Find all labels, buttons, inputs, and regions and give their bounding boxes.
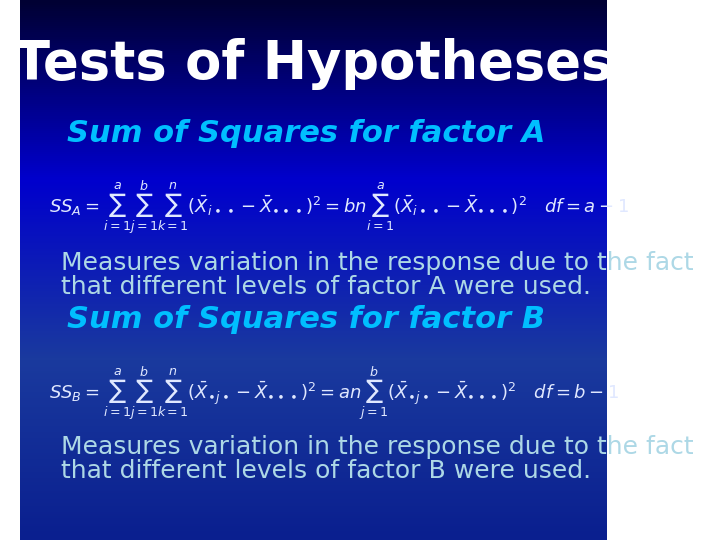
Text: that different levels of factor B were used.: that different levels of factor B were u… xyxy=(61,459,591,483)
Text: Sum of Squares for factor A: Sum of Squares for factor A xyxy=(67,119,546,148)
Text: that different levels of factor A were used.: that different levels of factor A were u… xyxy=(61,275,591,299)
Text: Tests of Hypotheses: Tests of Hypotheses xyxy=(14,38,613,90)
Text: Sum of Squares for factor B: Sum of Squares for factor B xyxy=(67,305,545,334)
Text: Measures variation in the response due to the fact: Measures variation in the response due t… xyxy=(61,435,694,458)
Text: Measures variation in the response due to the fact: Measures variation in the response due t… xyxy=(61,251,694,275)
Text: $SS_B = \sum_{i=1}^{a}\sum_{j=1}^{b}\sum_{k=1}^{n}(\bar{X}_{\bullet j\bullet} - : $SS_B = \sum_{i=1}^{a}\sum_{j=1}^{b}\sum… xyxy=(50,364,619,422)
Text: $SS_A = \sum_{i=1}^{a}\sum_{j=1}^{b}\sum_{k=1}^{n}(\bar{X}_{i\bullet\bullet} - \: $SS_A = \sum_{i=1}^{a}\sum_{j=1}^{b}\sum… xyxy=(50,178,629,236)
